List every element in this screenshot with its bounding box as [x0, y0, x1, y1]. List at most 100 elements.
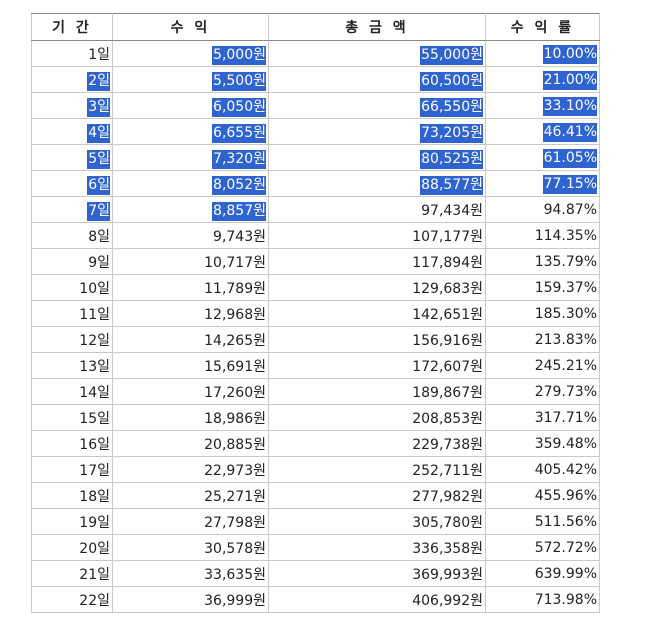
cell-total[interactable]: 80,525원 — [268, 144, 486, 171]
cell-period[interactable]: 2일 — [31, 66, 113, 93]
cell-period[interactable]: 12일 — [31, 326, 113, 353]
cell-profit[interactable]: 6,050원 — [112, 92, 269, 119]
table-row[interactable]: 5일 7,320원 80,525원 61.05% — [31, 144, 600, 171]
cell-period[interactable]: 6일 — [31, 170, 113, 197]
cell-profit[interactable]: 20,885원 — [112, 430, 269, 457]
table-row[interactable]: 22일 36,999원 406,992원 713.98% — [31, 586, 600, 613]
cell-period[interactable]: 3일 — [31, 92, 113, 119]
table-row[interactable]: 6일 8,052원 88,577원 77.15% — [31, 170, 600, 197]
table-row[interactable]: 10일 11,789원 129,683원 159.37% — [31, 274, 600, 301]
cell-profit[interactable]: 9,743원 — [112, 222, 269, 249]
cell-total[interactable]: 172,607원 — [268, 352, 486, 379]
cell-total[interactable]: 208,853원 — [268, 404, 486, 431]
cell-rate[interactable]: 245.21% — [485, 352, 600, 379]
table-row[interactable]: 17일 22,973원 252,711원 405.42% — [31, 456, 600, 483]
cell-total[interactable]: 60,500원 — [268, 66, 486, 93]
table-row[interactable]: 12일 14,265원 156,916원 213.83% — [31, 326, 600, 353]
cell-profit[interactable]: 25,271원 — [112, 482, 269, 509]
cell-rate[interactable]: 10.00% — [485, 40, 600, 67]
table-row[interactable]: 7일 8,857원 97,434원 94.87% — [31, 196, 600, 223]
cell-rate[interactable]: 279.73% — [485, 378, 600, 405]
cell-total[interactable]: 406,992원 — [268, 586, 486, 613]
cell-rate[interactable]: 46.41% — [485, 118, 600, 145]
cell-total[interactable]: 97,434원 — [268, 196, 486, 223]
table-row[interactable]: 15일 18,986원 208,853원 317.71% — [31, 404, 600, 431]
cell-profit[interactable]: 11,789원 — [112, 274, 269, 301]
cell-total[interactable]: 252,711원 — [268, 456, 486, 483]
cell-period[interactable]: 14일 — [31, 378, 113, 405]
cell-profit[interactable]: 5,000원 — [112, 40, 269, 67]
cell-rate[interactable]: 94.87% — [485, 196, 600, 223]
cell-profit[interactable]: 14,265원 — [112, 326, 269, 353]
cell-period[interactable]: 8일 — [31, 222, 113, 249]
table-row[interactable]: 4일 6,655원 73,205원 46.41% — [31, 118, 600, 145]
cell-rate[interactable]: 317.71% — [485, 404, 600, 431]
cell-total[interactable]: 66,550원 — [268, 92, 486, 119]
table-row[interactable]: 21일 33,635원 369,993원 639.99% — [31, 560, 600, 587]
cell-period[interactable]: 19일 — [31, 508, 113, 535]
cell-rate[interactable]: 572.72% — [485, 534, 600, 561]
cell-period[interactable]: 10일 — [31, 274, 113, 301]
cell-rate[interactable]: 114.35% — [485, 222, 600, 249]
table-row[interactable]: 11일 12,968원 142,651원 185.30% — [31, 300, 600, 327]
cell-rate[interactable]: 77.15% — [485, 170, 600, 197]
cell-profit[interactable]: 27,798원 — [112, 508, 269, 535]
cell-period[interactable]: 16일 — [31, 430, 113, 457]
cell-total[interactable]: 369,993원 — [268, 560, 486, 587]
table-row[interactable]: 3일 6,050원 66,550원 33.10% — [31, 92, 600, 119]
cell-total[interactable]: 107,177원 — [268, 222, 486, 249]
cell-profit[interactable]: 10,717원 — [112, 248, 269, 275]
cell-period[interactable]: 13일 — [31, 352, 113, 379]
cell-profit[interactable]: 33,635원 — [112, 560, 269, 587]
cell-period[interactable]: 18일 — [31, 482, 113, 509]
cell-total[interactable]: 336,358원 — [268, 534, 486, 561]
cell-rate[interactable]: 213.83% — [485, 326, 600, 353]
cell-rate[interactable]: 455.96% — [485, 482, 600, 509]
cell-profit[interactable]: 6,655원 — [112, 118, 269, 145]
cell-rate[interactable]: 405.42% — [485, 456, 600, 483]
cell-profit[interactable]: 8,052원 — [112, 170, 269, 197]
cell-profit[interactable]: 7,320원 — [112, 144, 269, 171]
cell-period[interactable]: 1일 — [31, 40, 113, 67]
cell-rate[interactable]: 359.48% — [485, 430, 600, 457]
cell-rate[interactable]: 713.98% — [485, 586, 600, 613]
cell-rate[interactable]: 511.56% — [485, 508, 600, 535]
table-row[interactable]: 1일 5,000원 55,000원 10.00% — [31, 40, 600, 67]
cell-period[interactable]: 4일 — [31, 118, 113, 145]
cell-total[interactable]: 277,982원 — [268, 482, 486, 509]
cell-period[interactable]: 7일 — [31, 196, 113, 223]
cell-profit[interactable]: 8,857원 — [112, 196, 269, 223]
cell-rate[interactable]: 61.05% — [485, 144, 600, 171]
table-row[interactable]: 8일 9,743원 107,177원 114.35% — [31, 222, 600, 249]
table-row[interactable]: 2일 5,500원 60,500원 21.00% — [31, 66, 600, 93]
cell-profit[interactable]: 22,973원 — [112, 456, 269, 483]
cell-total[interactable]: 55,000원 — [268, 40, 486, 67]
table-row[interactable]: 20일 30,578원 336,358원 572.72% — [31, 534, 600, 561]
cell-total[interactable]: 156,916원 — [268, 326, 486, 353]
cell-total[interactable]: 305,780원 — [268, 508, 486, 535]
cell-total[interactable]: 117,894원 — [268, 248, 486, 275]
cell-total[interactable]: 88,577원 — [268, 170, 486, 197]
cell-rate[interactable]: 135.79% — [485, 248, 600, 275]
table-row[interactable]: 19일 27,798원 305,780원 511.56% — [31, 508, 600, 535]
table-row[interactable]: 14일 17,260원 189,867원 279.73% — [31, 378, 600, 405]
cell-rate[interactable]: 33.10% — [485, 92, 600, 119]
cell-period[interactable]: 22일 — [31, 586, 113, 613]
cell-profit[interactable]: 5,500원 — [112, 66, 269, 93]
cell-profit[interactable]: 36,999원 — [112, 586, 269, 613]
table-row[interactable]: 18일 25,271원 277,982원 455.96% — [31, 482, 600, 509]
cell-total[interactable]: 73,205원 — [268, 118, 486, 145]
table-row[interactable]: 9일 10,717원 117,894원 135.79% — [31, 248, 600, 275]
cell-period[interactable]: 21일 — [31, 560, 113, 587]
cell-rate[interactable]: 21.00% — [485, 66, 600, 93]
cell-rate[interactable]: 639.99% — [485, 560, 600, 587]
cell-profit[interactable]: 17,260원 — [112, 378, 269, 405]
cell-period[interactable]: 9일 — [31, 248, 113, 275]
table-row[interactable]: 13일 15,691원 172,607원 245.21% — [31, 352, 600, 379]
cell-rate[interactable]: 159.37% — [485, 274, 600, 301]
cell-profit[interactable]: 30,578원 — [112, 534, 269, 561]
cell-total[interactable]: 229,738원 — [268, 430, 486, 457]
table-row[interactable]: 16일 20,885원 229,738원 359.48% — [31, 430, 600, 457]
cell-period[interactable]: 17일 — [31, 456, 113, 483]
cell-profit[interactable]: 15,691원 — [112, 352, 269, 379]
